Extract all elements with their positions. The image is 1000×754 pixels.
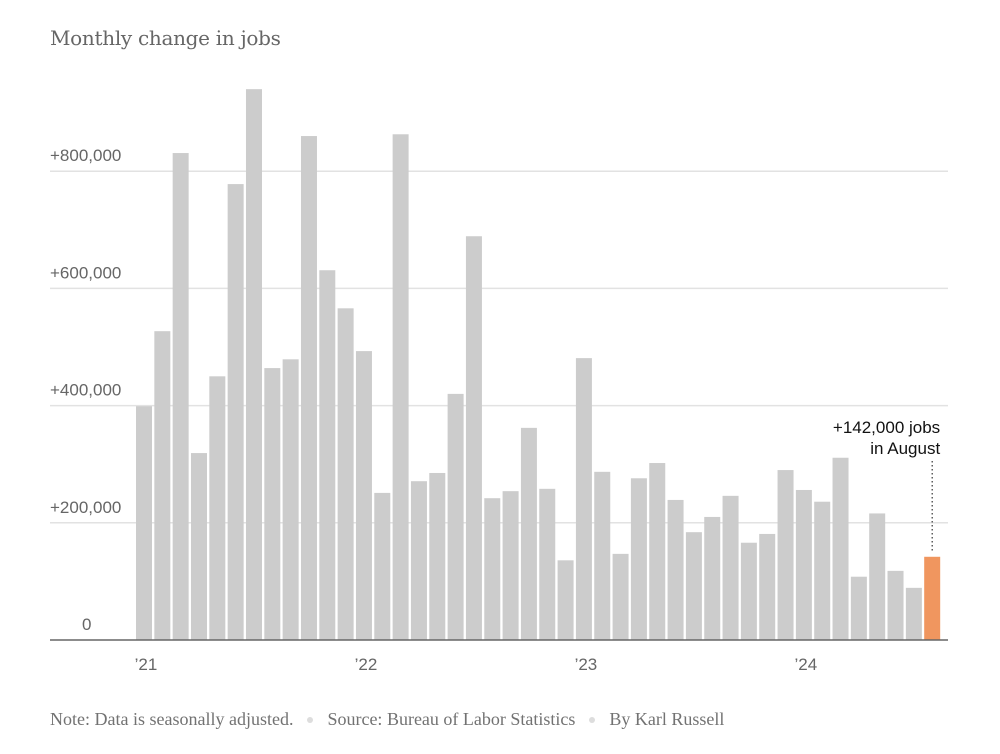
bar [245, 89, 262, 640]
bar [704, 516, 721, 640]
bar [374, 492, 391, 640]
footer-note: Note: Data is seasonally adjusted. [50, 709, 294, 729]
bar [905, 587, 922, 640]
x-tick-label: ’23 [575, 655, 598, 674]
highlight-bar [924, 556, 941, 640]
bar [685, 532, 702, 640]
annotation-text: +142,000 jobs [833, 418, 940, 437]
footer-source: Source: Bureau of Labor Statistics [327, 709, 576, 729]
bar [539, 488, 556, 640]
bar [190, 453, 207, 640]
chart-title: Monthly change in jobs [50, 26, 281, 50]
bar [649, 463, 666, 640]
bar [814, 501, 831, 640]
bar [850, 576, 867, 640]
bar [392, 134, 409, 641]
bar [319, 270, 336, 640]
bar [484, 498, 501, 640]
bar [209, 376, 226, 640]
separator-dot [307, 716, 314, 723]
y-tick-label: +800,000 [50, 146, 121, 165]
x-tick-label: ’22 [355, 655, 378, 674]
separator-dot [589, 716, 596, 723]
bar [264, 368, 281, 640]
bar [557, 560, 574, 640]
bar [447, 393, 464, 640]
bar [502, 491, 519, 640]
footer: Note: Data is seasonally adjusted. Sourc… [50, 709, 724, 730]
axes: 0 +200,000 +400,000 +600,000 +800,000 ’21 ’22 ’… [50, 146, 948, 674]
bar [722, 495, 739, 640]
bar [777, 470, 794, 640]
y-tick-label: +200,000 [50, 498, 121, 517]
bar [740, 542, 757, 640]
y-tick-label: +400,000 [50, 381, 121, 400]
bar [832, 457, 849, 640]
bar [594, 471, 611, 640]
bar [667, 499, 684, 640]
bar [465, 236, 482, 640]
bar [612, 553, 629, 640]
bar [887, 570, 904, 640]
x-tick-label: ’21 [135, 655, 158, 674]
bar [355, 351, 372, 640]
bar [172, 153, 189, 640]
bar [300, 136, 317, 641]
annotation: +142,000 jobs in August [833, 418, 940, 551]
bar [630, 478, 647, 640]
bar [154, 331, 171, 640]
bar [429, 472, 446, 640]
y-tick-label: 0 [82, 615, 91, 634]
bar [227, 184, 244, 641]
bar [759, 533, 776, 640]
bar [282, 359, 299, 640]
bar [795, 489, 812, 640]
annotation-text: in August [870, 439, 940, 458]
bar [410, 481, 427, 640]
y-tick-label: +600,000 [50, 263, 121, 282]
bar [869, 513, 886, 640]
bars [136, 89, 941, 641]
footer-byline: By Karl Russell [609, 709, 725, 729]
bar [575, 358, 592, 640]
bar [520, 427, 537, 640]
bar [136, 406, 152, 640]
bar [337, 308, 354, 640]
x-tick-label: ’24 [795, 655, 818, 674]
